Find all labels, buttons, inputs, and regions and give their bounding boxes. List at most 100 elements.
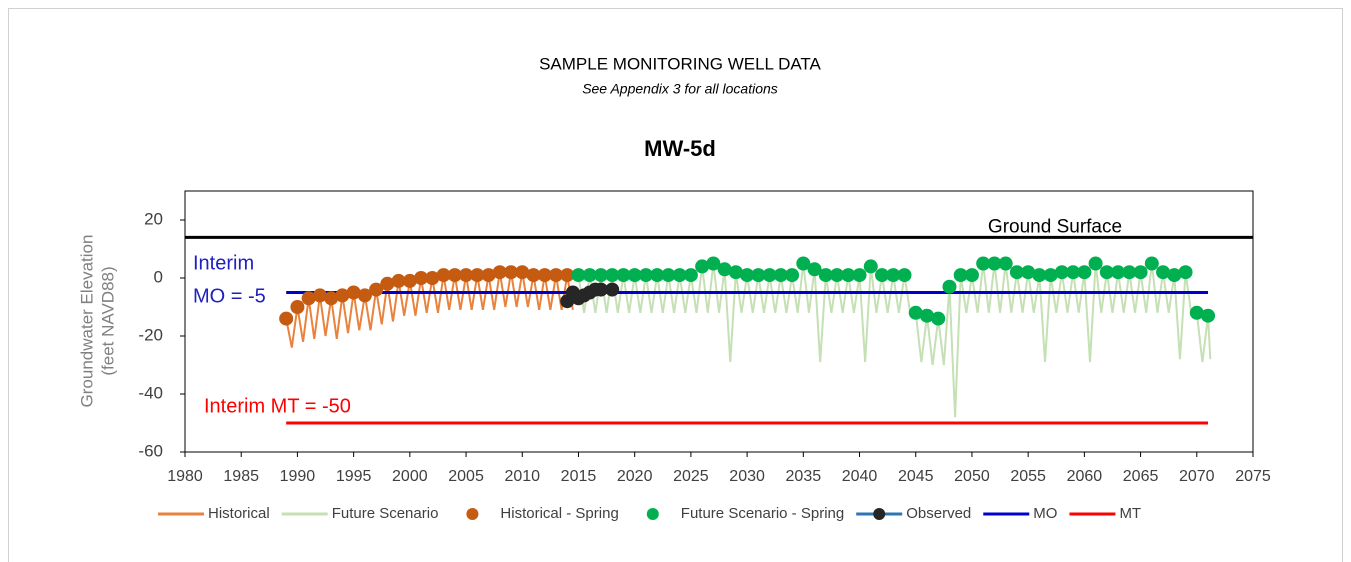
point (1111, 265, 1126, 280)
x-tick-label: 2070 (1179, 468, 1215, 485)
point (1133, 265, 1148, 280)
frame (8, 8, 1343, 562)
point (976, 256, 991, 271)
point (1099, 265, 1114, 280)
point (1189, 305, 1204, 320)
point (593, 282, 608, 297)
point (919, 308, 934, 323)
point (998, 256, 1013, 271)
point (571, 268, 586, 283)
point (695, 259, 710, 274)
point (436, 268, 451, 283)
x-tick-label: 1995 (336, 468, 372, 485)
plot-area (184, 190, 1254, 453)
point (380, 276, 395, 291)
point (616, 268, 631, 283)
legend-symbol (873, 508, 886, 520)
y-tick-label: 20 (144, 209, 163, 228)
point (627, 268, 642, 283)
legend-label: Historical - Spring (500, 505, 618, 522)
legend-item: Historical (158, 505, 270, 522)
point (706, 256, 721, 271)
point (1054, 265, 1069, 280)
point (683, 268, 698, 283)
chart-subtitle: See Appendix 3 for all locations (582, 81, 778, 97)
point (1122, 265, 1137, 280)
point (459, 268, 474, 283)
y-tick-label: -40 (138, 383, 163, 402)
point (526, 268, 541, 283)
x-tick-label: 2065 (1123, 468, 1159, 485)
point (504, 265, 519, 280)
point (796, 256, 811, 271)
point (1021, 265, 1036, 280)
x-tick-label: 2025 (673, 468, 709, 485)
point (605, 282, 620, 297)
legend-label: Future Scenario (332, 505, 439, 522)
point (773, 268, 788, 283)
point (875, 268, 890, 283)
point (1043, 268, 1058, 283)
point (582, 268, 597, 283)
point (897, 268, 912, 283)
x-tick-label: 2075 (1235, 468, 1271, 485)
point (785, 268, 800, 283)
annotation: Interim (193, 252, 254, 274)
legend-label: Observed (906, 505, 971, 522)
legend-label: Historical (208, 505, 270, 522)
y-tick-label: -20 (138, 325, 163, 344)
y-axis-label: (feet NAVD88) (98, 266, 117, 375)
series-line (577, 263, 1212, 418)
point (672, 268, 687, 283)
legend-label: MO (1033, 505, 1057, 522)
x-tick-label: 2005 (448, 468, 484, 485)
legend-item: Observed (856, 505, 971, 522)
point (931, 311, 946, 326)
x-tick-label: 2060 (1067, 468, 1103, 485)
point (537, 268, 552, 283)
annotation: MO = -5 (193, 285, 266, 307)
point (886, 268, 901, 283)
legend-symbol (646, 508, 659, 520)
x-tick-label: 1990 (280, 468, 316, 485)
point (751, 268, 766, 283)
point (301, 291, 316, 306)
point (1009, 265, 1024, 280)
point (1167, 268, 1182, 283)
point (818, 268, 833, 283)
legend-item: Future Scenario (281, 505, 439, 522)
point (1156, 265, 1171, 280)
x-tick-label: 2045 (898, 468, 934, 485)
point (807, 262, 822, 277)
point (1088, 256, 1103, 271)
point (492, 265, 507, 280)
point (841, 268, 856, 283)
chart-title: SAMPLE MONITORING WELL DATA (539, 54, 821, 73)
legend-symbol (466, 508, 479, 520)
point (942, 279, 957, 294)
point (324, 291, 339, 306)
point (1032, 268, 1047, 283)
ground-surface-label: Ground Surface (988, 216, 1122, 237)
point (830, 268, 845, 283)
point (717, 262, 732, 277)
point (1144, 256, 1159, 271)
point (987, 256, 1002, 271)
x-tick-label: 2035 (786, 468, 822, 485)
point (391, 273, 406, 288)
series-line (285, 272, 574, 348)
point (357, 288, 372, 303)
point (481, 268, 496, 283)
point (964, 268, 979, 283)
x-tick-label: 2040 (842, 468, 878, 485)
x-tick-label: 1985 (223, 468, 259, 485)
y-axis-label: Groundwater Elevation (77, 235, 96, 408)
point (762, 268, 777, 283)
point (447, 268, 462, 283)
point (1077, 265, 1092, 280)
point (414, 271, 429, 285)
x-tick-label: 2030 (729, 468, 765, 485)
x-tick-label: 2010 (504, 468, 540, 485)
point (290, 300, 305, 314)
